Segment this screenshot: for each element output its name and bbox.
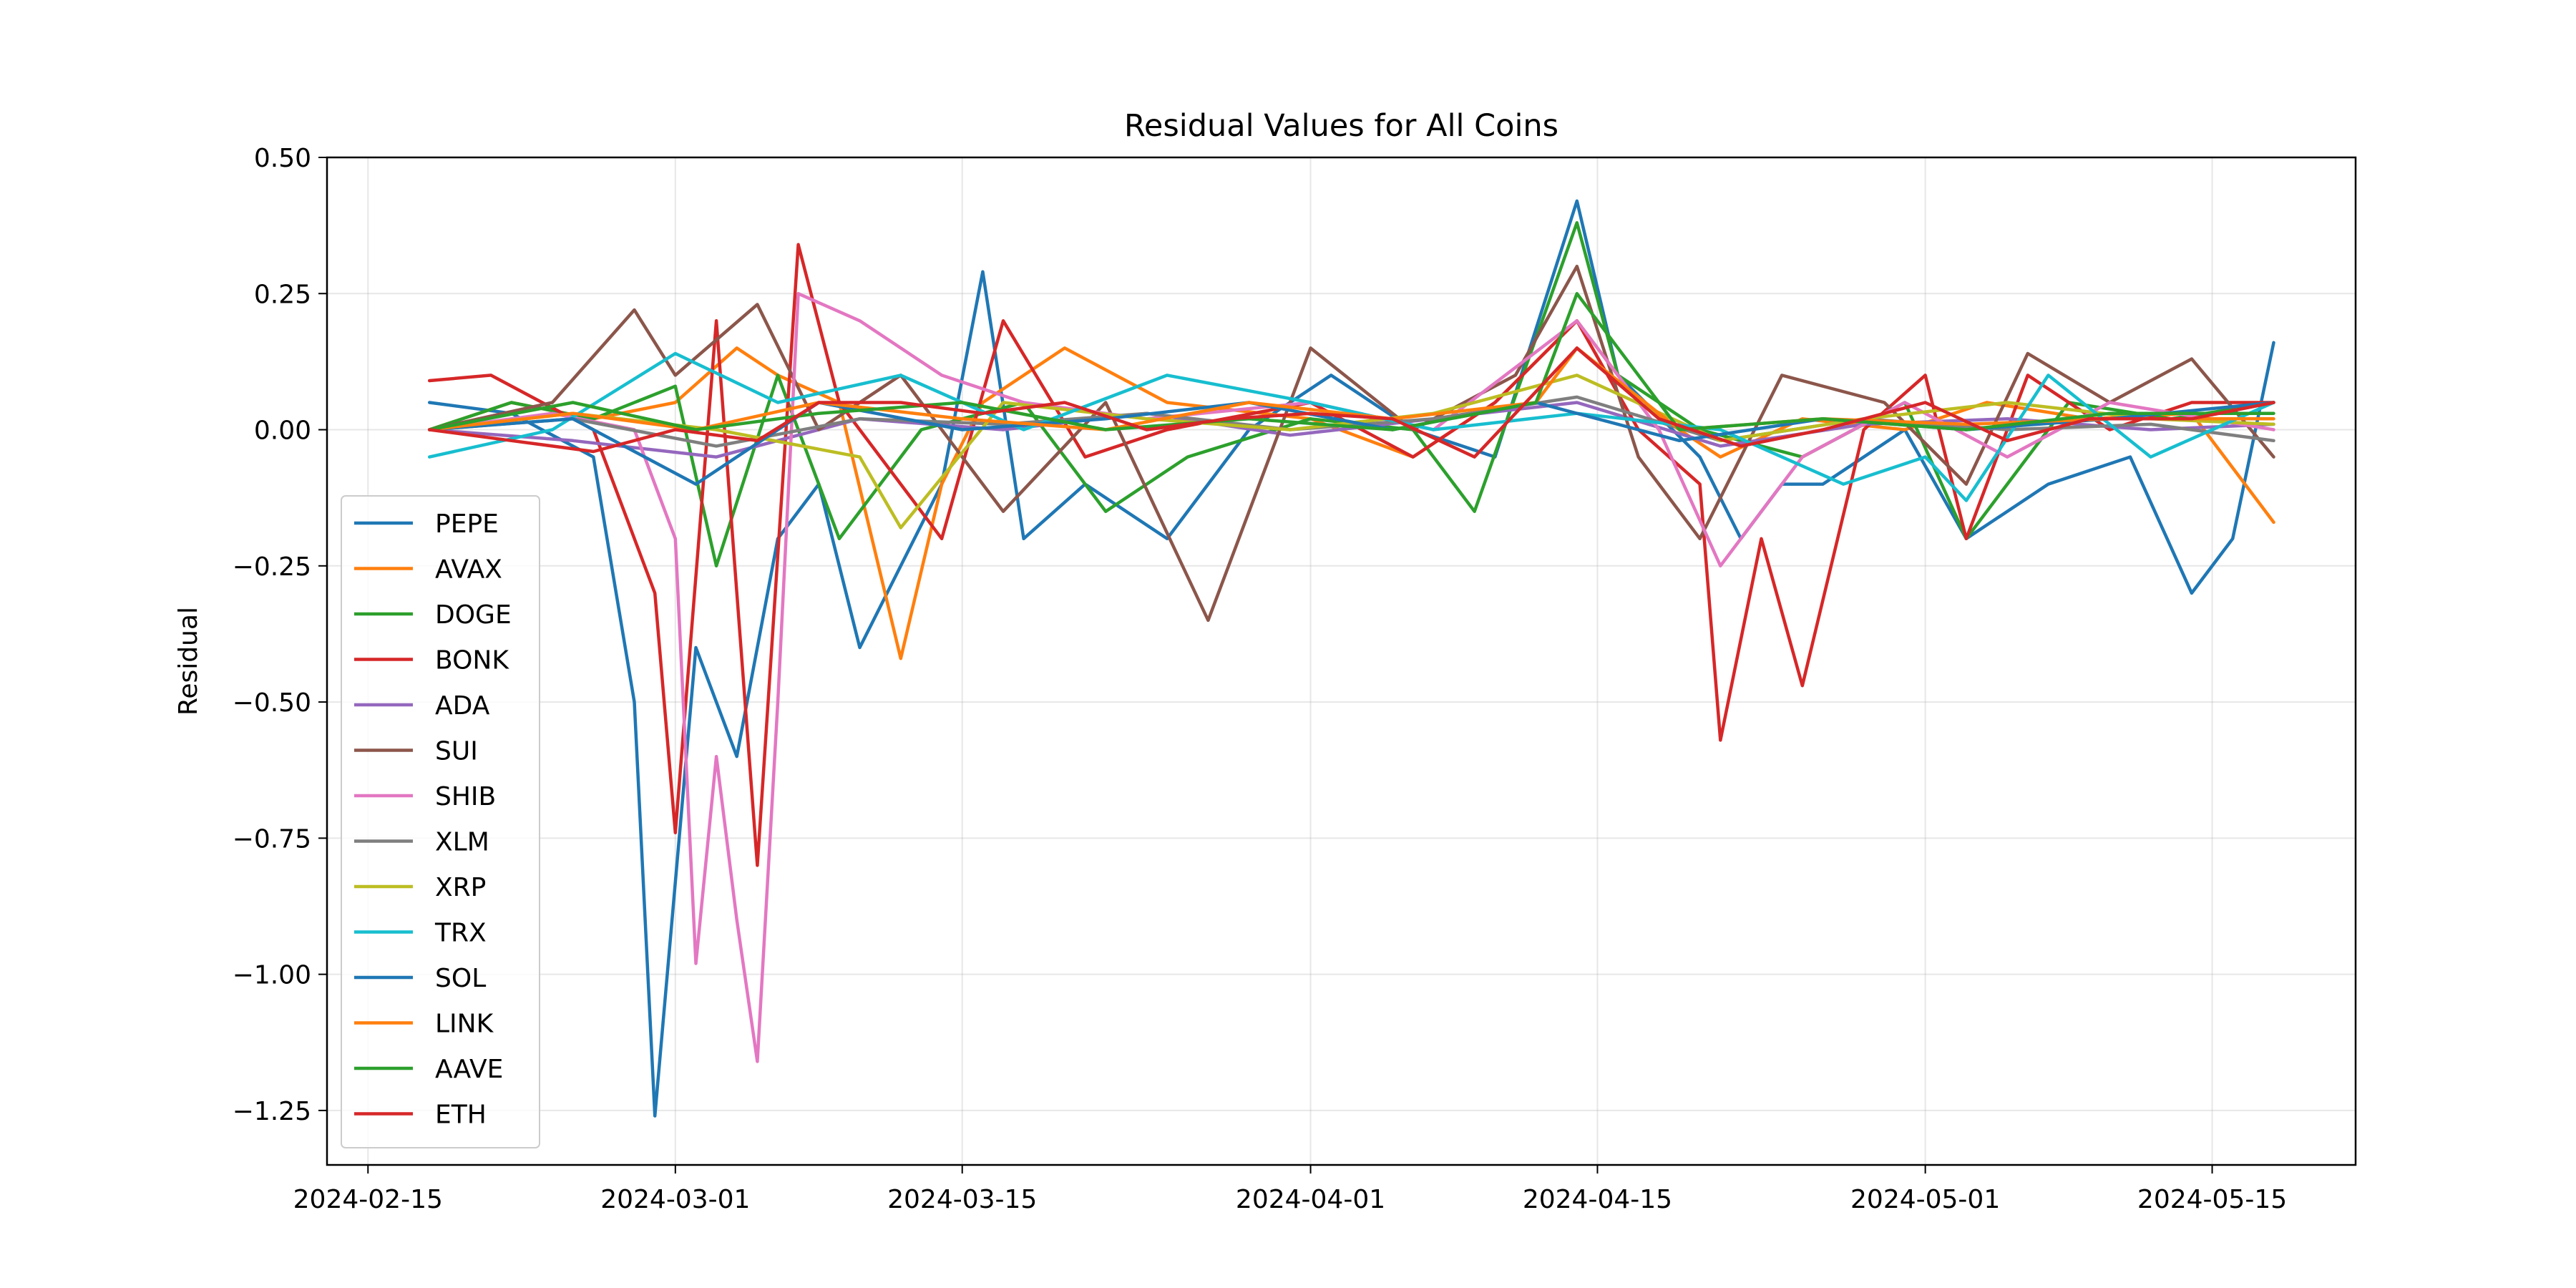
x-axis: 2024-02-15 2024-03-01 2024-03-15 2024-04-01… xyxy=(293,1165,2287,1214)
x-tick-label: 2024-04-01 xyxy=(1236,1185,1385,1214)
series-line-shib xyxy=(427,292,2275,1063)
legend-label: SOL xyxy=(435,964,486,993)
legend-label: XRP xyxy=(435,873,486,902)
x-tick-label: 2024-03-01 xyxy=(600,1185,750,1214)
legend-label: ETH xyxy=(435,1101,487,1130)
y-tick-label: 0.00 xyxy=(254,416,311,446)
y-tick-label: 0.50 xyxy=(254,144,311,173)
y-axis: 0.50 0.25 0.00 −0.25 −0.50 −0.75 −1.00 −1.25 xyxy=(233,144,327,1126)
x-tick-label: 2024-03-15 xyxy=(887,1185,1037,1214)
plot-frame xyxy=(326,156,2357,1166)
x-tick-label: 2024-04-15 xyxy=(1523,1185,1672,1214)
legend-label: SHIB xyxy=(435,782,496,811)
x-tick-label: 2024-02-15 xyxy=(293,1185,443,1214)
chart-title: Residual Values for All Coins xyxy=(1124,108,1558,144)
legend-label: DOGE xyxy=(435,600,512,630)
legend: PEPE AVAX DOGE BONK ADA SUI SHIB XLM XRP TRX SOL LI… xyxy=(341,495,540,1148)
legend-label: XLM xyxy=(435,828,489,857)
series-line-eth xyxy=(427,346,2275,459)
legend-label: BONK xyxy=(435,646,509,675)
y-tick-label: −1.00 xyxy=(233,961,311,990)
y-tick-label: −0.50 xyxy=(233,688,311,718)
x-tick-label: 2024-05-15 xyxy=(2137,1185,2287,1214)
legend-label: ADA xyxy=(435,691,490,721)
y-axis-label: Residual xyxy=(174,607,203,716)
y-tick-label: −0.75 xyxy=(233,824,311,854)
legend-label: SUI xyxy=(435,737,478,766)
legend-box xyxy=(341,495,540,1148)
series-line-aave xyxy=(427,292,2275,431)
legend-label: AAVE xyxy=(435,1055,503,1084)
series-line-bonk xyxy=(427,243,2275,867)
legend-label: TRX xyxy=(434,919,487,948)
legend-label: PEPE xyxy=(435,509,499,539)
series-group xyxy=(427,199,2275,1118)
legend-label: LINK xyxy=(435,1010,494,1039)
y-tick-label: −1.25 xyxy=(233,1097,311,1126)
legend-label: AVAX xyxy=(435,555,502,585)
y-tick-label: −0.25 xyxy=(233,552,311,582)
x-tick-label: 2024-05-01 xyxy=(1850,1185,2000,1214)
series-line-trx xyxy=(427,351,2275,502)
y-tick-label: 0.25 xyxy=(254,280,311,309)
